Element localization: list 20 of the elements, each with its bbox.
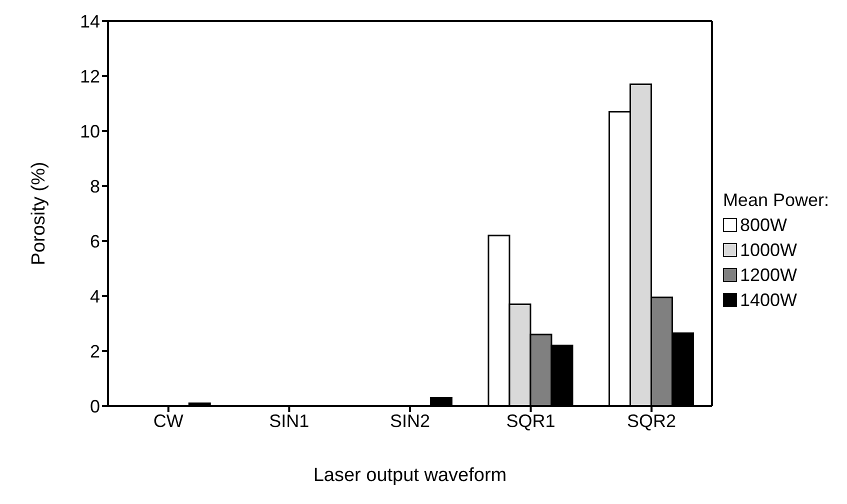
y-tick-label: 8 [90, 176, 100, 196]
y-tick-label: 10 [80, 121, 100, 142]
y-tick-label: 0 [90, 396, 100, 416]
legend-label: 1400W [740, 290, 797, 310]
legend-title: Mean Power: [722, 190, 829, 210]
y-tick-label: 4 [90, 286, 100, 306]
x-tick-label: CW [153, 410, 184, 431]
x-tick-label: SIN2 [390, 410, 430, 431]
legend-label: 1200W [740, 264, 797, 286]
y-tick-label: 12 [80, 66, 100, 86]
x-tick-label: SQR1 [506, 410, 556, 431]
y-tick-label: 6 [90, 231, 100, 252]
x-tick-label: SIN1 [269, 410, 310, 431]
y-tick-label: 14 [80, 11, 100, 32]
legend-label: 1000W [740, 240, 797, 260]
x-axis-title: Laser output waveform [313, 465, 507, 486]
legend-label: 800W [740, 214, 787, 236]
y-axis-title: Porosity (%) [28, 162, 50, 266]
x-tick-label: SQR2 [627, 410, 676, 431]
y-tick-label: 2 [90, 341, 100, 362]
